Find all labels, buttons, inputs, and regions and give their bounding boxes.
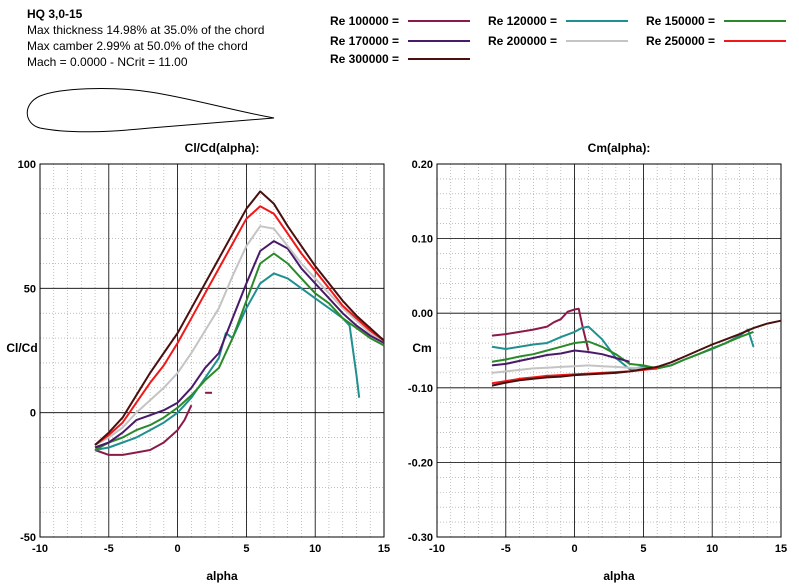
legend-line-re300000 — [408, 58, 470, 60]
legend-label-re120000: Re 120000 = — [488, 14, 558, 28]
chart2-series-re200000 — [491, 364, 658, 374]
chart1-ylabel: Cl/Cd — [6, 341, 37, 355]
thickness-text: Max thickness 14.98% at 35.0% of the cho… — [27, 23, 265, 37]
chart2-ytick-label: 0.00 — [412, 308, 433, 320]
chart2-xtick-label: 10 — [706, 543, 718, 555]
chart1-ytick-label: 0 — [30, 408, 36, 420]
chart2-xlabel: alpha — [603, 569, 635, 583]
chart2-frame — [436, 163, 782, 538]
chart1-ytick-label: 50 — [24, 283, 36, 295]
chart2-ytick-label: -0.30 — [408, 532, 433, 544]
legend-label-re250000: Re 250000 = — [646, 34, 716, 48]
chart2-xtick-label: 5 — [640, 543, 646, 555]
airfoil-info: HQ 3,0-15 Max thickness 14.98% at 35.0% … — [27, 6, 264, 70]
legend-label-re200000: Re 200000 = — [488, 34, 558, 48]
chart1-xlabel: alpha — [206, 569, 238, 583]
chart2-xtick-label: 15 — [775, 543, 787, 555]
chart1-ytick-label: 100 — [18, 159, 36, 171]
chart1-xtick-label: -5 — [104, 543, 114, 555]
legend-line-re250000 — [724, 40, 786, 42]
chart2-ytick-label: 0.10 — [412, 234, 433, 246]
chart1-series-re100000 — [94, 404, 193, 456]
chart1-ytick-label: -50 — [20, 532, 36, 544]
chart2-series-re170000 — [491, 349, 630, 367]
chart1-xtick-label: 15 — [378, 543, 390, 555]
chart2-xtick-label: 0 — [572, 543, 578, 555]
chart1-series-re150000 — [94, 252, 385, 451]
chart2-title: Cm(alpha): — [588, 141, 651, 155]
legend-line-re200000 — [566, 40, 628, 42]
chart1-series-re250000 — [94, 205, 385, 446]
chart1-title: Cl/Cd(alpha): — [185, 141, 260, 155]
legend-label-re100000: Re 100000 = — [330, 14, 400, 28]
chart1-xtick-label: -10 — [32, 543, 48, 555]
legend-label-re150000: Re 150000 = — [646, 14, 716, 28]
chart1-series-re120000 — [94, 272, 361, 451]
chart2-xtick-label: -10 — [429, 543, 445, 555]
chart2-ytick-label: -0.10 — [408, 383, 433, 395]
chart2-xtick-label: -5 — [501, 543, 511, 555]
legend-line-re120000 — [566, 20, 628, 22]
chart1-series-re300000 — [94, 190, 385, 446]
chart1-xtick-label: 0 — [175, 543, 181, 555]
camber-text: Max camber 2.99% at 50.0% of the chord — [27, 39, 248, 53]
mach-text: Mach = 0.0000 - NCrit = 11.00 — [27, 55, 188, 69]
chart1-series-re170000 — [94, 240, 385, 449]
chart2-ylabel: Cm — [412, 341, 431, 355]
chart1-xtick-label: 10 — [309, 543, 321, 555]
chart1-series-re200000 — [94, 225, 385, 446]
chart2-ytick-label: -0.20 — [408, 457, 433, 469]
chart2-series-re300000 — [491, 319, 782, 387]
legend-line-re150000 — [724, 20, 786, 22]
airfoil-name: HQ 3,0-15 — [27, 7, 83, 21]
legend-label-re170000: Re 170000 = — [330, 34, 400, 48]
legend-line-re170000 — [408, 40, 470, 42]
chart1-xtick-label: 5 — [243, 543, 249, 555]
chart2-ytick-label: 0.20 — [412, 159, 433, 171]
legend-label-re300000: Re 300000 = — [330, 52, 400, 66]
legend-line-re100000 — [408, 20, 470, 22]
chart2-series-re100000 — [491, 307, 590, 351]
chart1-frame — [39, 163, 385, 538]
